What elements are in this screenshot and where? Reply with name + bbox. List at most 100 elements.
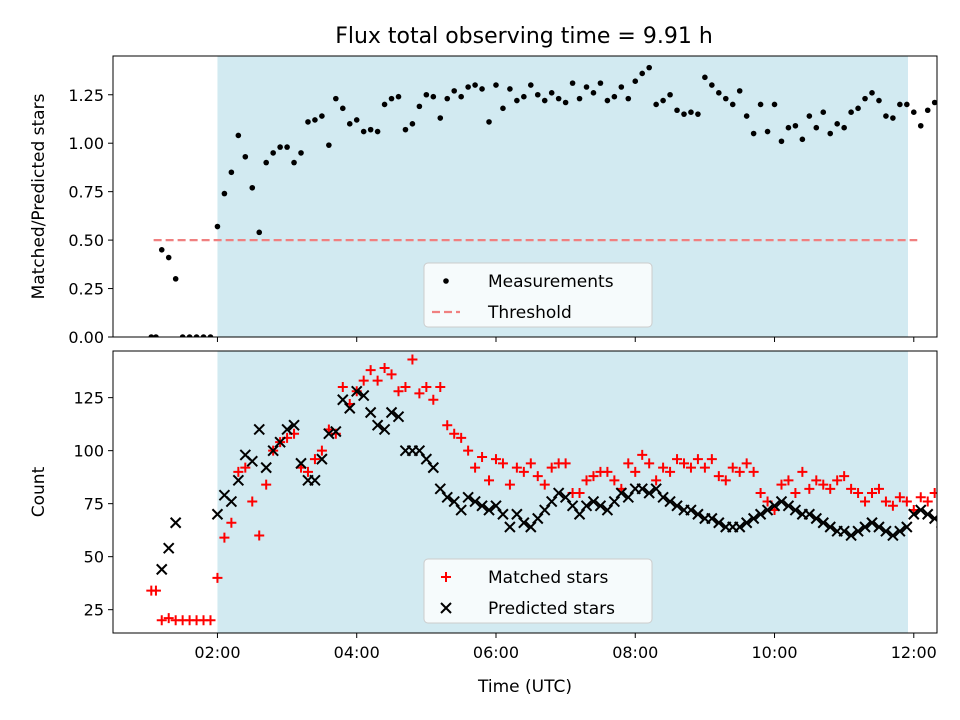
x-tick-label: 10:00 [751,643,797,662]
measurement-point [172,276,179,282]
matched-point [442,420,453,431]
predicted-point [253,423,265,436]
measurement-point [876,97,882,104]
matched-point [727,462,738,473]
measurement-point [346,121,353,127]
predicted-point [504,521,516,533]
predicted-point [476,500,488,512]
measurement-point [848,109,854,115]
matched-point [880,496,891,507]
measurement-point [381,101,388,108]
matched-point [915,492,926,503]
predicted-point [497,508,509,520]
predicted-point [420,453,433,465]
measurement-point [486,119,492,125]
measurement-point [423,91,430,98]
measurement-point [214,223,221,230]
matched-point [421,382,432,393]
measurement-point [799,136,806,143]
matched-point [887,500,898,511]
measurement-point [444,95,451,102]
measurement-point [702,74,708,81]
series-matched-stars [146,354,937,626]
measurement-point [193,334,200,337]
predicted-point [733,521,746,533]
measurement-point [667,91,673,98]
measurement-point [500,105,506,112]
measurement-point [827,130,834,137]
measurement-point [298,150,304,156]
matched-point [720,475,731,486]
measurement-point [904,101,910,108]
matched-point [393,386,404,397]
measurement-point [722,95,729,102]
y-tick-label: 100 [73,442,104,461]
predicted-point [441,491,453,504]
matched-point [337,382,348,393]
bottom-panel: 02:00 04:00 06:00 08:00 10:00 12:00 25 50 75 100 1… [29,350,938,697]
predicted-point [434,483,446,495]
matched-point [867,488,878,499]
predicted-point [232,474,245,487]
measurement-point [256,229,263,236]
predicted-point [316,453,328,465]
plot-area [146,354,937,626]
predicted-point [162,542,175,554]
measurement-point [576,95,583,102]
matched-point [407,354,418,365]
y-tick-label: 0.25 [68,280,104,299]
predicted-point [156,563,168,576]
y-tick-label: 0.50 [68,231,104,250]
measurement-point [736,88,743,94]
measurement-point [465,84,471,90]
measurement-point [778,138,785,145]
matched-point [205,615,216,626]
predicted-point [448,495,460,508]
measurement-point [507,86,513,92]
predicted-point [692,508,704,520]
predicted-point [754,508,767,520]
measurement-point [388,95,395,102]
predicted-point [364,406,377,419]
y-tick-label: 0.00 [68,328,104,347]
matched-point [490,454,501,465]
matched-point [212,572,223,583]
predicted-point [789,504,802,516]
measurement-point [339,105,346,112]
predicted-point [922,508,934,520]
predicted-point [915,504,927,516]
predicted-point [824,521,836,533]
measurement-point [813,124,820,131]
matched-point [484,475,495,486]
measurement-point [924,107,931,114]
legend-marker-measurements [443,278,449,284]
measurement-point [165,254,172,261]
y-tick-label: 0.75 [68,183,104,202]
matched-point [302,466,313,477]
y-tick-label: 125 [73,389,104,408]
predicted-point [608,495,621,508]
measurement-point [326,142,332,148]
measurement-point [472,82,478,88]
predicted-point [615,487,628,499]
predicted-point [566,500,579,512]
axes-frame [112,55,938,338]
x-tick-label: 06:00 [473,643,519,662]
matched-point [435,382,446,393]
measurement-point [451,88,458,94]
matched-point [699,462,710,473]
measurement-point [221,190,228,197]
matched-point [685,462,696,473]
y-tick-label: 25 [84,601,104,620]
top-panel: 0.00 0.25 0.50 0.75 1.00 1.25 Matched/Predicte… [29,55,938,347]
x-tick-label: 12:00 [891,643,937,662]
matched-point [734,466,745,477]
predicted-point [817,517,829,529]
matched-point [832,475,843,486]
measurement-point [562,99,569,106]
measurement-point [541,97,548,104]
measurement-point [743,113,750,119]
legend-label: Measurements [488,272,614,292]
measurement-point [890,115,896,121]
predicted-point [267,444,279,457]
